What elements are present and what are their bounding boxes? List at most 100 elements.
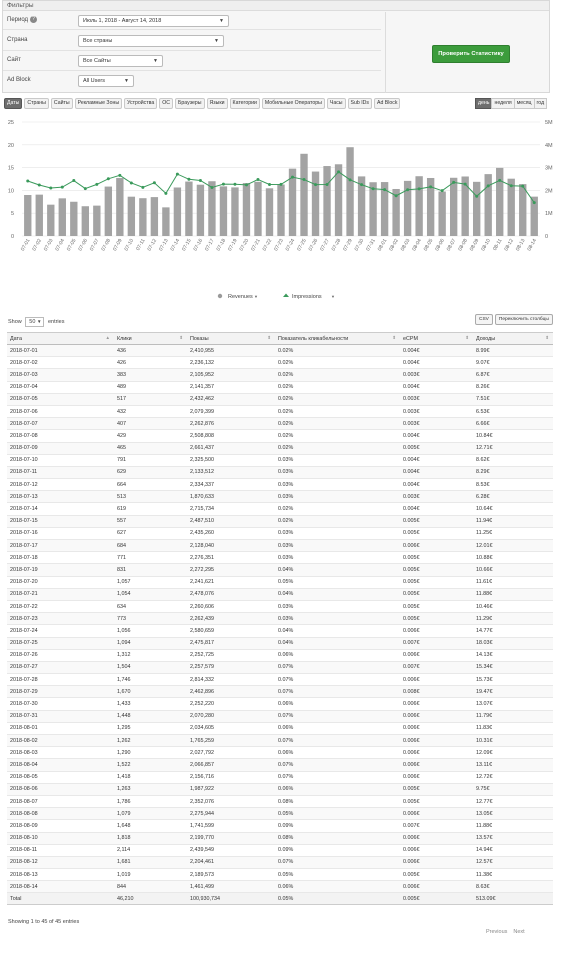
tab-6[interactable]: Браузеры: [174, 98, 205, 109]
page-length-select[interactable]: 50 ▼: [25, 316, 45, 327]
tab-1[interactable]: Страны: [24, 98, 49, 109]
tab-8[interactable]: Категории: [229, 98, 260, 109]
csv-button[interactable]: CSV: [475, 314, 493, 325]
column-header[interactable]: Показатель кликабельности ⬍: [275, 332, 400, 345]
y-left-tick-label: 25: [8, 120, 14, 126]
check-statistics-button[interactable]: Проверить Статистику: [432, 45, 510, 63]
table-cell: 1,262: [114, 734, 187, 748]
page-length-value: 50: [29, 318, 36, 325]
x-tick-label: 07-27: [319, 238, 331, 252]
table-cell: 2,034,605: [187, 722, 275, 736]
site-select[interactable]: Все Сайты ▼: [78, 55, 163, 67]
total-cell: 46,210: [114, 892, 187, 906]
table-row: 2018-08-03 1,290 2,027,792 0.06% 0.006€ 12.09…: [7, 746, 553, 760]
table-cell: 0.006€: [400, 710, 473, 723]
table-cell: 2018-08-08: [7, 807, 114, 821]
x-tick-label: 07-25: [296, 238, 308, 252]
table-cell: 0.005€: [400, 515, 473, 528]
table-cell: 2,478,076: [187, 588, 275, 601]
period-tab-1[interactable]: неделя: [491, 98, 515, 109]
table-row: 2018-07-17 684 2,128,040 0.03% 0.006€ 12.01€: [7, 539, 553, 553]
column-header[interactable]: Дата ▲: [7, 332, 114, 345]
site-row: Сайт Все Сайты ▼: [7, 53, 379, 68]
tab-10[interactable]: Часы: [326, 98, 346, 109]
column-header-label: eCPM: [403, 335, 418, 342]
table-cell: 0.05%: [275, 807, 400, 821]
period-tab-3[interactable]: год: [533, 98, 548, 109]
table-cell: 629: [114, 466, 187, 480]
table-cell: 1,312: [114, 649, 187, 662]
table-cell: 2018-08-10: [7, 832, 114, 845]
table-cell: 0.07%: [275, 856, 400, 870]
bar: [392, 188, 400, 236]
chevron-down-icon: ▼: [254, 294, 258, 299]
table-cell: 12.57€: [473, 856, 553, 870]
table-cell: 0.09%: [275, 819, 400, 833]
table-cell: 0.003€: [400, 405, 473, 419]
bar: [496, 167, 504, 236]
period-tab-2[interactable]: месяц: [513, 98, 535, 109]
table-cell: 1,263: [114, 783, 187, 796]
country-select[interactable]: Все страны ▼: [78, 35, 224, 47]
table-cell: 0.03%: [275, 612, 400, 626]
table-row: 2018-07-27 1,504 2,257,579 0.07% 0.007€ 15.34…: [7, 661, 553, 675]
tab-7[interactable]: Языки: [206, 98, 228, 109]
tab-12[interactable]: Ad Block: [374, 98, 401, 109]
period-row: Период? Июль 1, 2018 - Август 14, 2018 ▼: [7, 13, 379, 28]
period-tab-0[interactable]: день: [475, 98, 493, 109]
table-cell: 1,079: [114, 807, 187, 821]
table-row: 2018-08-02 1,262 1,765,259 0.07% 0.006€ 10.31…: [7, 734, 553, 748]
table-cell: 8.62€: [473, 454, 553, 467]
tab-9[interactable]: Мобильные Операторы: [261, 98, 325, 109]
table-cell: 2,128,040: [187, 539, 275, 553]
x-tick-label: 08-04: [411, 238, 423, 252]
adblock-select[interactable]: All Users ▼: [78, 75, 134, 87]
table-header-row: Дата ▲ Клики ⬍ Показы ⬍ Показатель кликабельно…: [7, 332, 553, 345]
bar: [334, 164, 343, 236]
legend-impressions-label: Impressions: [292, 294, 322, 300]
table-cell: 12.09€: [473, 746, 553, 760]
legend-revenues-marker: [217, 293, 223, 299]
table-cell: 0.03%: [275, 466, 400, 480]
check-area: Проверить Статистику: [385, 12, 550, 93]
period-select[interactable]: Июль 1, 2018 - Август 14, 2018 ▼: [78, 15, 229, 27]
table-cell: 0.07%: [275, 661, 400, 675]
table-cell: 1,765,259: [187, 734, 275, 748]
impressions-point: [475, 194, 479, 198]
tab-0[interactable]: Даты: [4, 98, 23, 109]
x-tick-label: 07-10: [123, 238, 135, 252]
previous-button[interactable]: Previous: [486, 929, 508, 935]
entries-label: entries: [47, 319, 65, 325]
column-header[interactable]: Показы ⬍: [187, 332, 275, 345]
tab-2[interactable]: Сайты: [50, 98, 73, 109]
filters-title: Фильтры: [3, 1, 549, 11]
toggle-columns-button[interactable]: Переключить столбцы: [494, 314, 553, 325]
impressions-point: [371, 187, 375, 191]
column-header[interactable]: Доходы ⬍: [473, 332, 553, 345]
table-row: 2018-08-13 1,019 2,189,573 0.05% 0.005€ 11.38…: [7, 868, 553, 882]
table-cell: 11.88€: [473, 588, 553, 601]
x-tick-label: 08-11: [492, 238, 504, 252]
table-cell: 2018-08-01: [7, 722, 114, 736]
table-cell: 2,487,510: [187, 515, 275, 528]
table-cell: 6.53€: [473, 405, 553, 419]
tab-4[interactable]: Устройства: [124, 98, 158, 109]
table-cell: 2,204,461: [187, 856, 275, 870]
table-cell: 2018-07-01: [7, 344, 114, 358]
x-tick-label: 07-02: [31, 238, 43, 252]
table-cell: 383: [114, 368, 187, 382]
column-header[interactable]: eCPM ⬍: [400, 332, 473, 345]
table-cell: 2018-07-24: [7, 624, 114, 638]
table-cell: 10.88€: [473, 551, 553, 565]
next-button[interactable]: Next: [513, 929, 525, 935]
table-cell: 2018-07-07: [7, 417, 114, 431]
x-tick-label: 07-01: [20, 238, 32, 252]
tab-3[interactable]: Рекламные Зоны: [74, 98, 123, 109]
tab-5[interactable]: ОС: [159, 98, 173, 109]
column-header[interactable]: Клики ⬍: [114, 332, 187, 345]
table-cell: 9.07€: [473, 356, 553, 370]
table-cell: 2018-08-12: [7, 856, 114, 870]
tab-11[interactable]: Sub IDs: [347, 98, 372, 109]
impressions-point: [49, 186, 53, 190]
help-icon[interactable]: ?: [30, 15, 38, 23]
